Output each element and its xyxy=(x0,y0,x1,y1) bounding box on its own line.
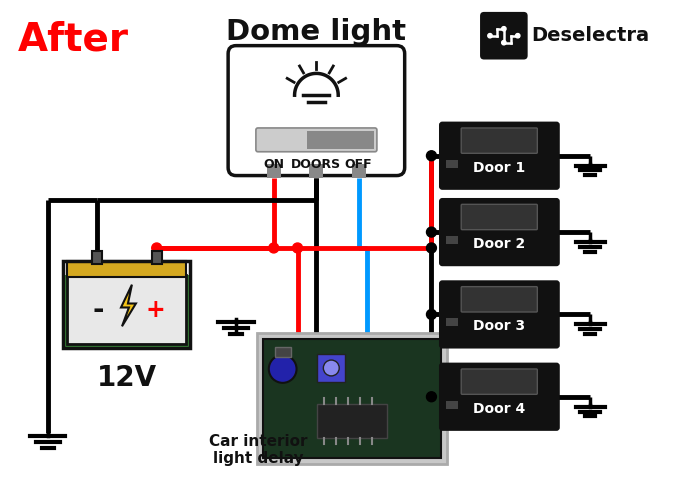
Circle shape xyxy=(292,243,303,253)
Bar xyxy=(92,251,102,264)
Text: -: - xyxy=(92,296,104,325)
Text: DOORS: DOORS xyxy=(291,158,341,171)
Bar xyxy=(63,261,190,348)
Circle shape xyxy=(269,243,279,253)
Bar xyxy=(267,163,281,178)
Bar xyxy=(446,236,458,244)
Bar xyxy=(309,163,324,178)
Text: 12V: 12V xyxy=(97,364,157,392)
Circle shape xyxy=(515,34,520,38)
Bar xyxy=(352,163,366,178)
Circle shape xyxy=(502,41,506,45)
Text: +: + xyxy=(146,299,165,323)
Bar xyxy=(152,251,162,264)
Bar xyxy=(67,275,186,344)
Bar xyxy=(318,354,345,382)
Text: Deselectra: Deselectra xyxy=(532,26,650,45)
FancyBboxPatch shape xyxy=(441,364,558,429)
Circle shape xyxy=(426,151,437,161)
Circle shape xyxy=(269,355,296,383)
Text: ON: ON xyxy=(264,158,285,171)
Text: Door 1: Door 1 xyxy=(473,161,525,175)
Circle shape xyxy=(426,392,437,402)
FancyBboxPatch shape xyxy=(441,123,558,188)
Circle shape xyxy=(426,227,437,237)
FancyBboxPatch shape xyxy=(461,204,537,230)
Circle shape xyxy=(426,309,437,319)
Bar xyxy=(275,347,290,357)
Bar xyxy=(318,404,387,438)
Bar xyxy=(180,275,190,344)
FancyBboxPatch shape xyxy=(461,369,537,394)
Circle shape xyxy=(152,243,162,253)
Circle shape xyxy=(488,34,492,38)
Bar xyxy=(446,160,458,167)
Text: Door 4: Door 4 xyxy=(473,402,525,416)
Bar xyxy=(67,261,186,277)
Bar xyxy=(307,131,374,149)
Circle shape xyxy=(324,360,339,376)
FancyBboxPatch shape xyxy=(228,46,405,176)
Circle shape xyxy=(426,243,437,253)
Text: Door 3: Door 3 xyxy=(473,319,525,333)
Text: After: After xyxy=(18,20,129,59)
Bar xyxy=(63,332,190,350)
FancyBboxPatch shape xyxy=(441,200,558,265)
FancyBboxPatch shape xyxy=(480,12,528,60)
Text: OFF: OFF xyxy=(345,158,373,171)
Bar xyxy=(263,339,441,458)
Text: Car interior
light delay: Car interior light delay xyxy=(209,434,307,466)
Circle shape xyxy=(502,26,506,31)
FancyBboxPatch shape xyxy=(461,128,537,153)
Text: Dome light: Dome light xyxy=(226,18,407,46)
FancyBboxPatch shape xyxy=(441,282,558,347)
Bar xyxy=(63,275,73,344)
Bar xyxy=(257,333,447,464)
FancyBboxPatch shape xyxy=(461,286,537,312)
FancyBboxPatch shape xyxy=(256,128,377,152)
Text: Door 2: Door 2 xyxy=(473,237,525,251)
Bar xyxy=(446,318,458,326)
Bar xyxy=(446,401,458,408)
Polygon shape xyxy=(121,285,136,326)
